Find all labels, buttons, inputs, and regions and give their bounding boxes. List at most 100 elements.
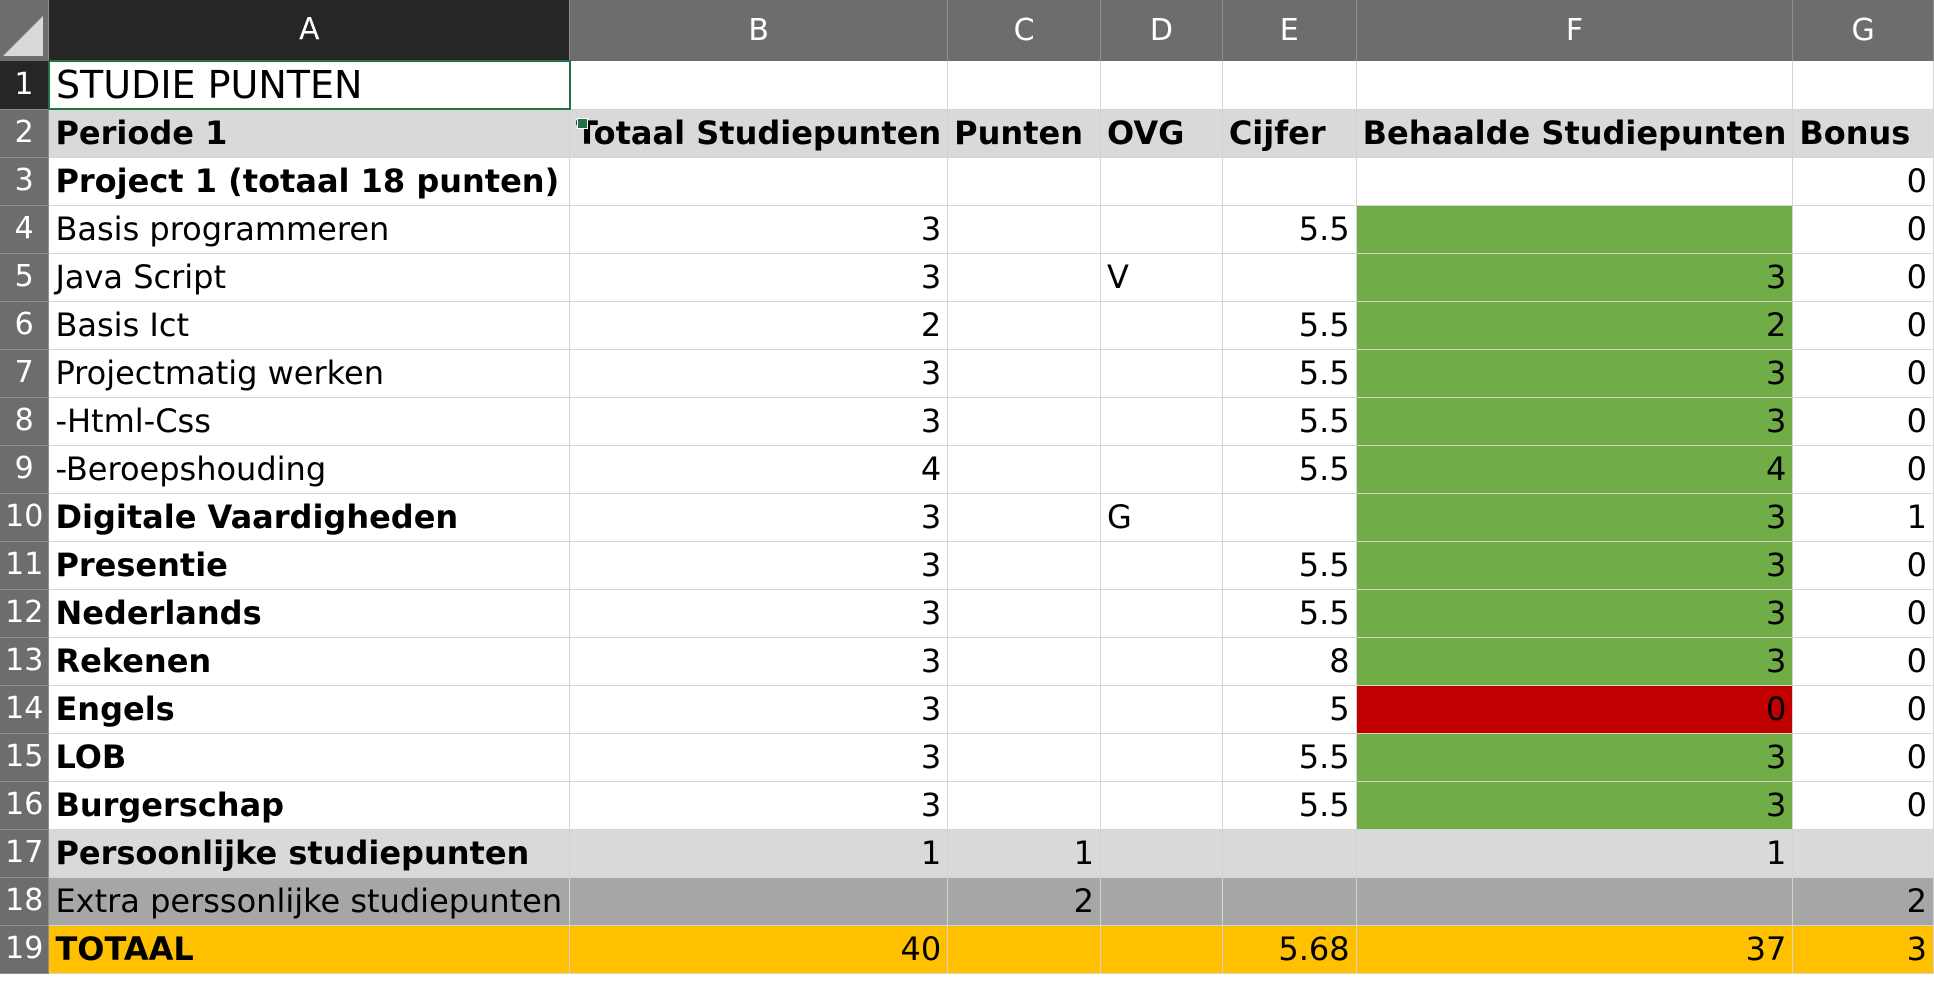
cell-e11[interactable]: 5.5 <box>1222 541 1357 590</box>
cell-f4[interactable] <box>1356 205 1794 254</box>
cell-g8[interactable]: 0 <box>1792 397 1934 446</box>
cell-a2[interactable]: Periode 1 <box>48 109 571 158</box>
cell-f19[interactable]: 37 <box>1356 925 1794 974</box>
row-header-4[interactable]: 4 <box>0 205 50 254</box>
cell-b19[interactable]: 40 <box>569 925 949 974</box>
cell-c6[interactable] <box>947 301 1101 350</box>
cell-b13[interactable]: 3 <box>569 637 949 686</box>
cell-f9[interactable]: 4 <box>1356 445 1794 494</box>
cell-f15[interactable]: 3 <box>1356 733 1794 782</box>
cell-g5[interactable]: 0 <box>1792 253 1934 302</box>
cell-e16[interactable]: 5.5 <box>1222 781 1357 830</box>
row-header-14[interactable]: 14 <box>0 685 50 734</box>
cell-g16[interactable]: 0 <box>1792 781 1934 830</box>
cell-e19[interactable]: 5.68 <box>1222 925 1357 974</box>
cell-a12[interactable]: Nederlands <box>48 589 571 638</box>
cell-d17[interactable] <box>1100 829 1223 878</box>
column-header-b[interactable]: B <box>569 0 949 61</box>
cell-f5[interactable]: 3 <box>1356 253 1794 302</box>
cell-e12[interactable]: 5.5 <box>1222 589 1357 638</box>
row-header-6[interactable]: 6 <box>0 301 50 350</box>
cell-c8[interactable] <box>947 397 1101 446</box>
cell-a10[interactable]: Digitale Vaardigheden <box>48 493 571 542</box>
cell-a7[interactable]: Projectmatig werken <box>48 349 571 398</box>
cell-d19[interactable] <box>1100 925 1223 974</box>
cell-c3[interactable] <box>947 157 1101 206</box>
row-header-3[interactable]: 3 <box>0 157 50 206</box>
row-header-19[interactable]: 19 <box>0 925 50 974</box>
cell-c2[interactable]: Punten <box>947 109 1101 158</box>
cell-c12[interactable] <box>947 589 1101 638</box>
cell-g4[interactable]: 0 <box>1792 205 1934 254</box>
row-header-1[interactable]: 1 <box>0 61 50 110</box>
cell-c18[interactable]: 2 <box>947 877 1101 926</box>
cell-a17[interactable]: Persoonlijke studiepunten <box>48 829 571 878</box>
cell-a9[interactable]: -Beroepshouding <box>48 445 571 494</box>
cell-c9[interactable] <box>947 445 1101 494</box>
cell-b10[interactable]: 3 <box>569 493 949 542</box>
cell-g13[interactable]: 0 <box>1792 637 1934 686</box>
cell-g9[interactable]: 0 <box>1792 445 1934 494</box>
cell-a8[interactable]: -Html-Css <box>48 397 571 446</box>
column-header-f[interactable]: F <box>1356 0 1794 61</box>
cell-b2[interactable]: Totaal Studiepunten <box>569 109 949 158</box>
cell-a19[interactable]: TOTAAL <box>48 925 571 974</box>
cell-f13[interactable]: 3 <box>1356 637 1794 686</box>
cell-g6[interactable]: 0 <box>1792 301 1934 350</box>
cell-f17[interactable]: 1 <box>1356 829 1794 878</box>
cell-g15[interactable]: 0 <box>1792 733 1934 782</box>
cell-g12[interactable]: 0 <box>1792 589 1934 638</box>
cell-f8[interactable]: 3 <box>1356 397 1794 446</box>
cell-f6[interactable]: 2 <box>1356 301 1794 350</box>
cell-g10[interactable]: 1 <box>1792 493 1934 542</box>
row-header-12[interactable]: 12 <box>0 589 50 638</box>
cell-f10[interactable]: 3 <box>1356 493 1794 542</box>
cell-e13[interactable]: 8 <box>1222 637 1357 686</box>
cell-a16[interactable]: Burgerschap <box>48 781 571 830</box>
cell-b11[interactable]: 3 <box>569 541 949 590</box>
cell-e15[interactable]: 5.5 <box>1222 733 1357 782</box>
cell-b5[interactable]: 3 <box>569 253 949 302</box>
row-header-9[interactable]: 9 <box>0 445 50 494</box>
cell-e9[interactable]: 5.5 <box>1222 445 1357 494</box>
cell-d7[interactable] <box>1100 349 1223 398</box>
cell-g1[interactable] <box>1792 61 1934 110</box>
cell-c7[interactable] <box>947 349 1101 398</box>
row-header-16[interactable]: 16 <box>0 781 50 830</box>
cell-f7[interactable]: 3 <box>1356 349 1794 398</box>
cell-d4[interactable] <box>1100 205 1223 254</box>
row-header-10[interactable]: 10 <box>0 493 50 542</box>
cell-d18[interactable] <box>1100 877 1223 926</box>
cell-d13[interactable] <box>1100 637 1223 686</box>
cell-f3[interactable] <box>1356 157 1794 206</box>
cell-c11[interactable] <box>947 541 1101 590</box>
cell-c14[interactable] <box>947 685 1101 734</box>
cell-b18[interactable] <box>569 877 949 926</box>
cell-d3[interactable] <box>1100 157 1223 206</box>
cell-g2[interactable]: Bonus <box>1792 109 1934 158</box>
cell-f12[interactable]: 3 <box>1356 589 1794 638</box>
cell-e7[interactable]: 5.5 <box>1222 349 1357 398</box>
row-header-15[interactable]: 15 <box>0 733 50 782</box>
cell-a13[interactable]: Rekenen <box>48 637 571 686</box>
cell-e1[interactable] <box>1222 61 1357 110</box>
column-header-a[interactable]: A <box>48 0 571 61</box>
cell-g14[interactable]: 0 <box>1792 685 1934 734</box>
row-header-17[interactable]: 17 <box>0 829 50 878</box>
cell-e3[interactable] <box>1222 157 1357 206</box>
cell-d10[interactable]: G <box>1100 493 1223 542</box>
row-header-8[interactable]: 8 <box>0 397 50 446</box>
cell-c17[interactable]: 1 <box>947 829 1101 878</box>
cell-b8[interactable]: 3 <box>569 397 949 446</box>
cell-g18[interactable]: 2 <box>1792 877 1934 926</box>
cell-e14[interactable]: 5 <box>1222 685 1357 734</box>
cell-c16[interactable] <box>947 781 1101 830</box>
cell-e10[interactable] <box>1222 493 1357 542</box>
row-header-13[interactable]: 13 <box>0 637 50 686</box>
cell-c19[interactable] <box>947 925 1101 974</box>
fill-handle[interactable] <box>577 118 588 129</box>
column-header-d[interactable]: D <box>1100 0 1223 61</box>
cell-b15[interactable]: 3 <box>569 733 949 782</box>
cell-f16[interactable]: 3 <box>1356 781 1794 830</box>
column-header-c[interactable]: C <box>947 0 1101 61</box>
